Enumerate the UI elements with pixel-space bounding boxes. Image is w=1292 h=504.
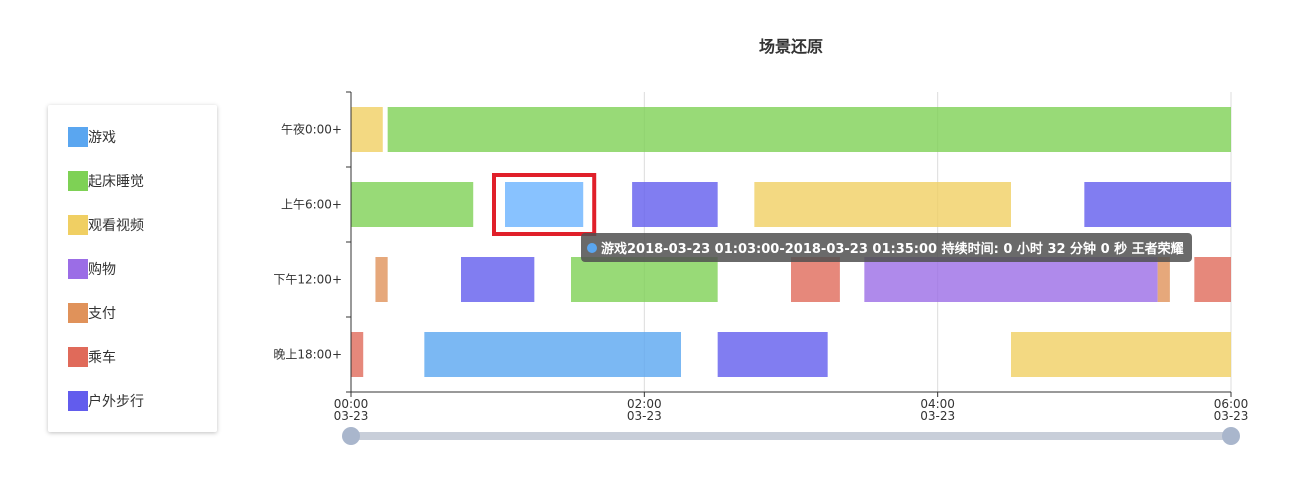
x-tick-label-date: 03-23 [334,409,369,423]
segment-游戏 [505,182,584,227]
highlight-box [492,173,597,236]
y-tick-label: 晚上18:00+ [273,348,342,362]
legend-swatch [68,259,88,279]
legend-swatch [68,347,88,367]
legend-swatch [68,127,88,147]
x-tick-label-date: 03-23 [1214,409,1249,423]
segment-户外步行 [1084,182,1231,227]
legend-label: 起床睡觉 [88,174,144,190]
y-tick-label: 午夜0:00+ [281,122,342,137]
legend-item[interactable]: 支付 [68,302,116,324]
legend-item[interactable]: 游戏 [68,126,116,148]
y-tick-label: 上午6:00+ [281,198,342,212]
segment-户外步行 [632,182,718,227]
segment-户外步行 [461,257,535,302]
segment-支付 [1157,257,1170,302]
legend-label: 购物 [88,262,116,278]
tooltip: 游戏2018-03-23 01:03:00-2018-03-23 01:35:0… [581,233,1192,262]
legend-swatch [68,391,88,411]
x-tick-label-date: 03-23 [627,409,662,423]
legend-label: 户外步行 [88,394,144,410]
zoom-start-handle[interactable] [342,427,360,445]
tooltip-dot [587,242,597,253]
legend: 游戏起床睡觉观看视频购物支付乘车户外步行 [48,105,217,432]
segment-游戏 [424,332,681,377]
x-tick-label-time: 06:00 [1214,397,1249,411]
zoom-track [351,432,1231,440]
segment-乘车 [351,332,364,377]
segment-观看视频 [754,182,1011,227]
legend-label: 乘车 [88,350,116,366]
segment-起床睡觉 [351,182,474,227]
x-tick-label-date: 03-23 [920,409,955,423]
segment-户外步行 [717,332,828,377]
zoom-end-handle[interactable] [1222,427,1240,445]
legend-item[interactable]: 起床睡觉 [68,170,144,192]
tooltip-text: 游戏2018-03-23 01:03:00-2018-03-23 01:35:0… [601,242,1184,257]
x-tick-label-time: 04:00 [920,397,955,411]
legend-label: 游戏 [88,130,116,146]
legend-item[interactable]: 购物 [68,258,116,280]
segment-乘车 [791,257,840,302]
segment-起床睡觉 [387,107,1232,152]
legend-swatch [68,171,88,191]
chart-title: 场景还原 [758,37,823,56]
legend-item[interactable]: 户外步行 [68,390,144,412]
legend-label: 支付 [88,306,116,322]
legend-label: 观看视频 [88,218,144,234]
legend-swatch [68,303,88,323]
segment-购物 [864,257,1158,302]
segment-起床睡觉 [571,257,718,302]
legend-item[interactable]: 乘车 [68,346,116,368]
x-tick-label-time: 00:00 [334,397,369,411]
segment-观看视频 [351,107,383,152]
y-tick-label: 下午12:00+ [273,273,342,287]
x-tick-label-time: 02:00 [627,397,662,411]
legend-swatch [68,215,88,235]
segment-支付 [375,257,388,302]
legend-item[interactable]: 观看视频 [68,214,144,236]
segment-观看视频 [1011,332,1231,377]
segment-乘车 [1194,257,1231,302]
